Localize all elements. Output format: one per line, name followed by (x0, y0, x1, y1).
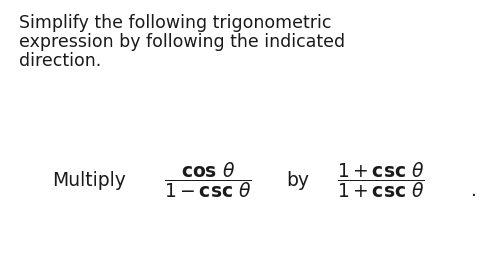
Text: $\dfrac{\mathbf{cos}\ \theta}{1-\mathbf{csc}\ \theta}$: $\dfrac{\mathbf{cos}\ \theta}{1-\mathbf{… (164, 160, 252, 200)
Text: $\dfrac{1+\mathbf{csc}\ \theta}{1+\mathbf{csc}\ \theta}$: $\dfrac{1+\mathbf{csc}\ \theta}{1+\mathb… (337, 160, 425, 200)
Text: Multiply: Multiply (53, 171, 126, 189)
Text: Simplify the following trigonometric: Simplify the following trigonometric (19, 14, 332, 32)
Text: by: by (287, 171, 310, 189)
Text: expression by following the indicated: expression by following the indicated (19, 33, 345, 51)
Text: direction.: direction. (19, 52, 101, 70)
Text: .: . (471, 181, 477, 200)
